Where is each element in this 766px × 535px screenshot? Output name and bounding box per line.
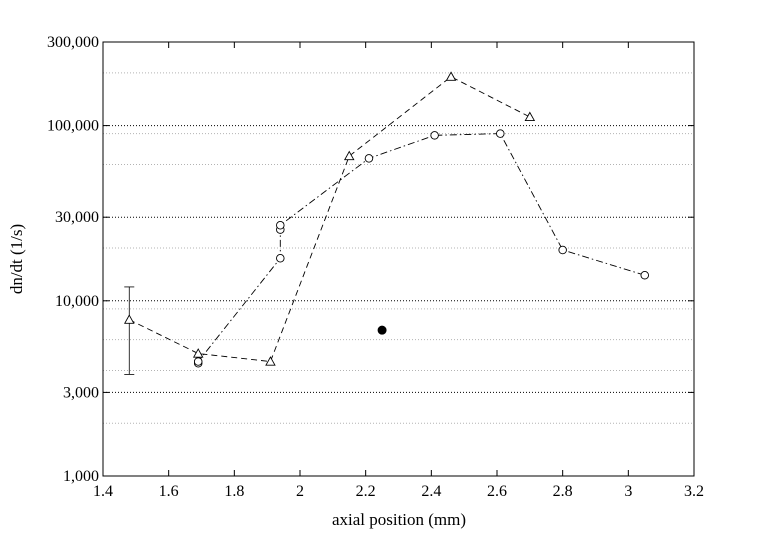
y-tick-label: 3,000: [63, 384, 99, 401]
y-tick-label: 10,000: [55, 293, 99, 310]
plot-frame: [102, 41, 695, 477]
x-tick-label: 2: [296, 483, 304, 500]
y-tick-label: 1,000: [63, 468, 99, 485]
data-point-triangle: [445, 71, 457, 81]
series-1: [124, 71, 536, 375]
x-tick-label: 1.6: [159, 483, 179, 500]
series-line: [197, 133, 645, 364]
data-point-triangle: [265, 356, 276, 366]
series-2: [193, 129, 650, 368]
y-tick-label: 300,000: [47, 34, 99, 51]
axis-labels: axial position (mm) dn/dt (1/s): [7, 224, 466, 529]
x-tick-label: 2.8: [553, 483, 573, 500]
plot-border: [102, 41, 695, 477]
data-point-triangle: [192, 348, 204, 358]
x-tick-label: 1.4: [93, 483, 113, 500]
y-tick-label: 100,000: [47, 118, 99, 135]
x-tick-label: 3: [624, 483, 632, 500]
data-point-triangle: [343, 150, 355, 161]
gridlines: [103, 41, 694, 477]
data-point-circle: [276, 253, 285, 263]
data-point-circle: [276, 220, 285, 230]
data-point-circle: [640, 270, 650, 280]
x-tick-label: 2.4: [421, 483, 441, 500]
data-series: [124, 71, 650, 375]
data-point-circle: [430, 131, 439, 140]
series-3: [377, 325, 387, 335]
x-axis-label: axial position (mm): [332, 510, 466, 529]
series-line: [129, 76, 531, 363]
y-tick-label: 30,000: [55, 209, 99, 226]
axis-ticks: 1.4 1.6 1.8 2 2.2 2.4 2.6 2.8 3 3.2 1,000 3,000 10,0…: [47, 34, 704, 500]
data-point-triangle: [124, 314, 135, 324]
y-axis-label: dn/dt (1/s): [7, 224, 26, 294]
x-tick-label: 3.2: [684, 483, 704, 500]
x-tick-label: 2.2: [356, 483, 376, 500]
x-tick-label: 2.6: [487, 483, 507, 500]
x-tick-label: 1.8: [224, 483, 244, 500]
data-point-circle: [364, 154, 374, 163]
data-point-circle: [558, 245, 567, 255]
data-point-circle: [193, 357, 203, 366]
data-point-filled: [377, 325, 387, 335]
data-point-triangle: [524, 111, 536, 122]
data-point-circle: [496, 129, 505, 138]
